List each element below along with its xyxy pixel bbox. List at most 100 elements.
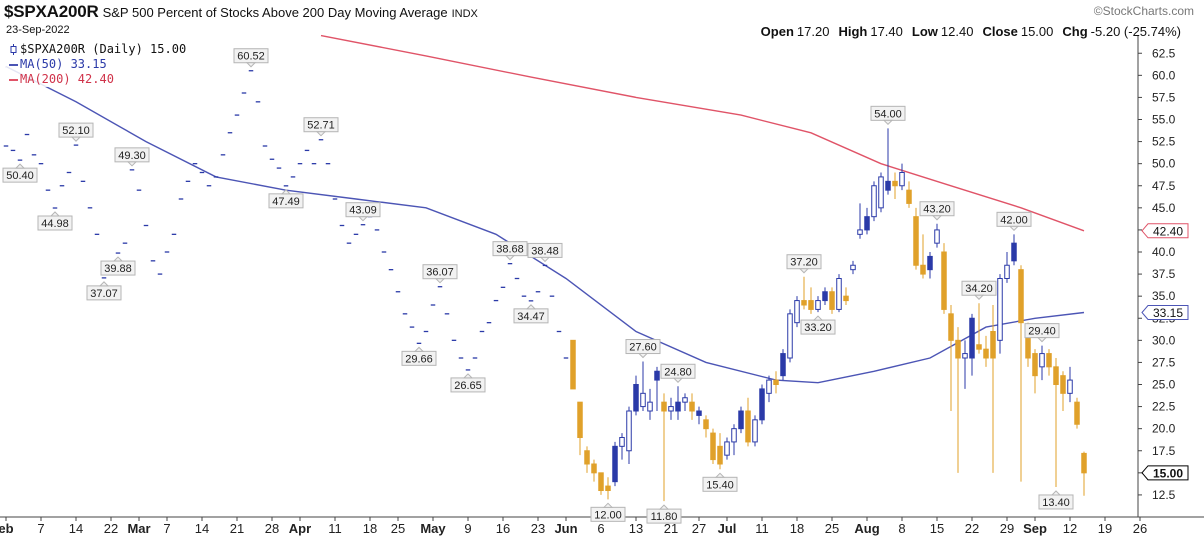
- legend-main: $SPXA200R (Daily) 15.00: [9, 42, 186, 57]
- price-label-text: 38.48: [531, 245, 559, 257]
- price-label-text: 26.65: [454, 380, 482, 392]
- x-tick-label: 7: [163, 521, 170, 536]
- candle-body: [913, 216, 919, 266]
- legend-ma50-label: MA(50) 33.15: [20, 57, 107, 71]
- x-tick-label: 29: [1000, 521, 1014, 536]
- candle-body: [591, 463, 597, 474]
- candle-body: [640, 392, 646, 408]
- ohlc-chg-value: -5.20 (-25.74%): [1090, 24, 1181, 39]
- price-label-text: 24.80: [664, 366, 692, 378]
- price-label-text: 12.00: [594, 509, 622, 521]
- x-tick-label: 22: [104, 521, 118, 536]
- y-tick-label: 50.0: [1152, 157, 1176, 171]
- candle-body: [710, 432, 716, 461]
- brand-label[interactable]: ©StockCharts.com: [1093, 4, 1194, 18]
- candle-body: [612, 445, 618, 483]
- candle-body: [598, 472, 604, 492]
- x-tick-label: 8: [898, 521, 905, 536]
- price-label-pointer: [70, 136, 82, 142]
- candle-body: [808, 300, 814, 310]
- candle-body: [829, 291, 835, 310]
- candle-body: [920, 264, 926, 275]
- candle-body: [682, 397, 688, 403]
- candle-body: [997, 278, 1003, 341]
- candle-body: [570, 339, 576, 390]
- candle-body: [794, 300, 800, 324]
- candle-body: [969, 317, 975, 359]
- candle-body: [661, 401, 667, 412]
- price-label-pointer: [798, 268, 810, 274]
- x-tick-label: 14: [195, 521, 209, 536]
- price-label-text: 50.40: [6, 170, 34, 182]
- price-label-pointer: [126, 161, 138, 167]
- candle-body: [955, 339, 961, 359]
- candle-body: [633, 384, 639, 412]
- candle-body: [654, 370, 660, 381]
- price-label-text: 49.30: [118, 150, 146, 162]
- price-label-pointer: [1050, 490, 1062, 496]
- chart-date: 23-Sep-2022: [6, 24, 70, 36]
- candle-body: [850, 264, 856, 271]
- candle-body: [990, 331, 996, 359]
- y-tick-label: 27.5: [1152, 355, 1176, 369]
- price-label-text: 60.52: [237, 51, 265, 63]
- y-tick-label: 17.5: [1152, 444, 1176, 458]
- candle-body: [1053, 366, 1059, 386]
- candle-body: [1067, 379, 1073, 394]
- ohlc-close-value: 15.00: [1020, 24, 1054, 39]
- candle-body: [1018, 269, 1024, 324]
- candle-body: [899, 172, 905, 187]
- x-tick-label: 11: [755, 521, 769, 536]
- x-tick-label: 18: [363, 521, 377, 536]
- candle-body: [696, 410, 702, 416]
- price-label-pointer: [462, 373, 474, 379]
- candle-body: [1046, 353, 1052, 368]
- candle-body: [1004, 264, 1010, 279]
- price-label-text: 34.20: [965, 283, 993, 295]
- x-tick-label: Apr: [289, 521, 311, 536]
- candle-body: [703, 419, 709, 430]
- candle-body: [864, 216, 870, 231]
- candle-body: [822, 291, 828, 302]
- ticker-symbol[interactable]: $SPXA200R: [4, 2, 99, 21]
- price-label-pointer: [315, 131, 327, 137]
- legend-main-label: $SPXA200R (Daily) 15.00: [20, 42, 187, 56]
- price-label-text: 13.40: [1042, 497, 1070, 509]
- price-label-pointer: [602, 502, 614, 508]
- last-value-text: 15.00: [1153, 466, 1183, 480]
- price-label-text: 29.66: [405, 353, 433, 365]
- y-tick-label: 25.0: [1152, 378, 1176, 392]
- candle-body: [962, 353, 968, 359]
- candles-group: [3, 70, 1087, 502]
- price-label-text: 33.20: [804, 322, 832, 334]
- candle-body: [745, 410, 751, 443]
- candle-body: [647, 401, 653, 412]
- candle-body: [871, 185, 877, 218]
- price-label-text: 39.88: [104, 263, 132, 275]
- last-value-tag: [1141, 223, 1189, 239]
- candle-body: [892, 180, 898, 187]
- candle-body: [1060, 375, 1066, 394]
- x-tick-label: Jun: [554, 521, 577, 536]
- price-label-text: 47.49: [272, 196, 300, 208]
- candle-body: [724, 441, 730, 456]
- price-label-pointer: [637, 353, 649, 359]
- price-label-text: 36.07: [426, 267, 454, 279]
- price-label-pointer: [504, 255, 516, 261]
- price-label-text: 43.09: [349, 205, 377, 217]
- price-label-text: 43.20: [923, 204, 951, 216]
- price-label-pointer: [14, 163, 26, 169]
- legend-ma200: MA(200) 42.40: [9, 72, 186, 87]
- y-tick-label: 57.5: [1152, 90, 1176, 104]
- candle-swatch-icon: [9, 44, 18, 55]
- x-tick-label: Aug: [854, 521, 879, 536]
- candle-body: [731, 428, 737, 443]
- chart-header: $SPXA200R S&P 500 Percent of Stocks Above…: [4, 2, 478, 22]
- price-label-pointer: [49, 211, 61, 217]
- price-label-text: 34.47: [517, 311, 545, 323]
- x-tick-label: 6: [597, 521, 604, 536]
- x-tick-label: 27: [692, 521, 706, 536]
- y-tick-label: 37.5: [1152, 267, 1176, 281]
